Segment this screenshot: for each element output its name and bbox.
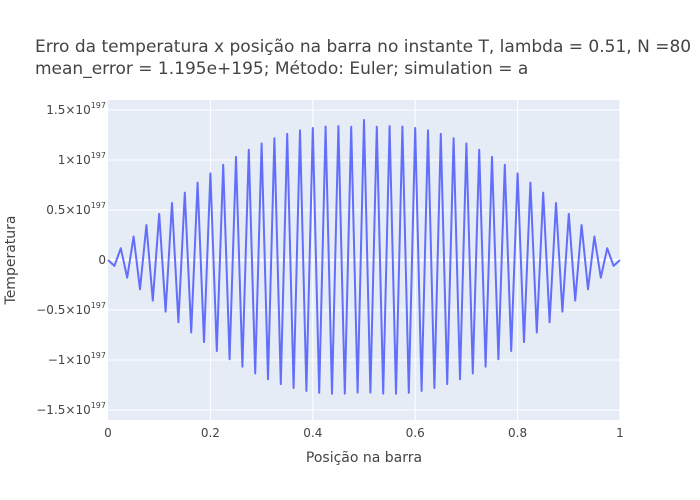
x-tick-label: 0.8: [508, 426, 527, 440]
y-tick-label: 0.5×10197: [46, 201, 106, 217]
chart-title-line-1: Erro da temperatura x posição na barra n…: [35, 37, 691, 57]
x-axis-ticks: 0 0.2 0.4 0.6 0.8 1: [104, 426, 624, 440]
y-tick-label: −1.5×10197: [36, 401, 106, 417]
y-tick-label: 1.5×10197: [46, 101, 106, 117]
series-layer: [107, 119, 621, 395]
x-tick-label: 0: [104, 426, 112, 440]
x-tick-label: 0.2: [201, 426, 220, 440]
y-tick-label: −0.5×10197: [36, 301, 106, 317]
y-tick-label: 1×10197: [58, 151, 106, 167]
y-axis-title: Temperatura: [3, 216, 19, 306]
chart-title-line-2: mean_error = 1.195e+195; Método: Euler; …: [35, 59, 528, 79]
y-axis-ticks: 1.5×10197 1×10197 0.5×10197 0 −0.5×10197 −1×1…: [36, 101, 106, 417]
x-tick-label: 0.4: [303, 426, 322, 440]
y-tick-label: 0: [98, 253, 106, 267]
x-axis-title: Posição na barra: [306, 450, 422, 466]
x-tick-label: 0.6: [406, 426, 425, 440]
series-line: [107, 119, 621, 395]
y-tick-label: −1×10197: [48, 351, 106, 367]
x-tick-label: 1: [616, 426, 624, 440]
